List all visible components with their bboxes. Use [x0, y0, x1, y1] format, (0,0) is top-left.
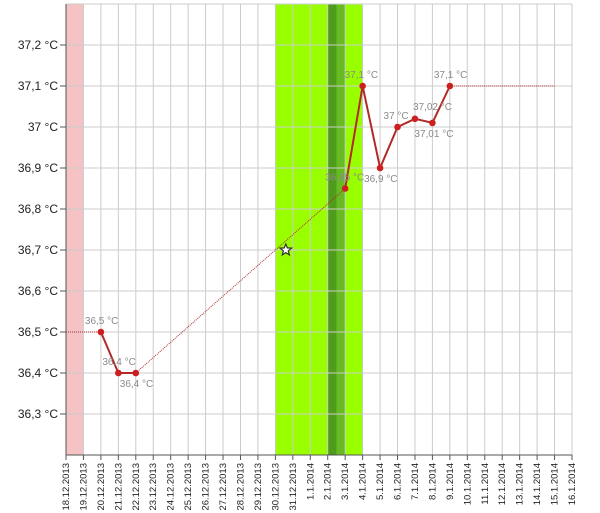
data-label: 37,01 °C [414, 129, 453, 140]
x-tick-label: 15.1.2014 [550, 463, 561, 505]
x-tick-label: 5.1.2014 [375, 463, 386, 500]
data-label: 37,1 °C [434, 70, 467, 81]
x-tick-label: 24.12.2013 [166, 463, 177, 511]
x-tick-label: 14.1.2014 [532, 463, 543, 505]
star-marker-icon [278, 242, 294, 257]
data-point [411, 115, 419, 123]
data-point [132, 369, 140, 377]
x-tick-label: 16.1.2014 [567, 463, 578, 505]
x-tick-label: 23.12.2013 [148, 463, 159, 511]
x-tick-label: 8.1.2014 [427, 463, 438, 500]
y-tick-label: 36,5 °C [18, 325, 58, 339]
x-tick-label: 6.1.2014 [393, 463, 404, 500]
x-tick-label: 22.12.2013 [131, 463, 142, 511]
x-tick-label: 7.1.2014 [410, 463, 421, 500]
x-tick-label: 19.12.2013 [78, 463, 89, 511]
data-point [115, 369, 122, 377]
x-tick-label: 31.12.2013 [288, 463, 299, 511]
data-point [376, 164, 384, 172]
x-tick-label: 9.1.2014 [445, 463, 456, 500]
data-point [446, 82, 454, 90]
x-tick-label: 2.1.2014 [323, 463, 334, 500]
x-tick-label: 21.12.2013 [113, 463, 124, 511]
data-label: 36,5 °C [85, 316, 118, 327]
y-tick-label: 37 °C [28, 120, 58, 134]
data-label: 36,9 °C [364, 174, 397, 185]
data-label: 36,4 °C [120, 379, 153, 390]
data-point [97, 328, 105, 336]
y-tick-label: 36,3 °C [18, 407, 58, 421]
x-tick-label: 29.12.2013 [253, 463, 264, 511]
data-label: 37 °C [384, 111, 409, 122]
data-point [429, 119, 436, 127]
x-tick-label: 4.1.2014 [358, 463, 369, 500]
band-3 [327, 4, 337, 455]
y-tick-label: 37,2 °C [18, 38, 58, 52]
interp-line-gap [135, 188, 346, 374]
data-label: 36,4 °C [102, 357, 135, 368]
x-tick-label: 12.1.2014 [497, 463, 508, 505]
data-point [341, 185, 349, 192]
y-tick-label: 36,7 °C [18, 243, 58, 257]
band-1 [275, 4, 363, 455]
x-tick-label: 28.12.2013 [235, 463, 246, 511]
y-tick-label: 36,9 °C [18, 161, 58, 175]
x-tick-label: 11.1.2014 [480, 463, 491, 505]
x-tick-label: 20.12.2013 [96, 463, 107, 511]
data-point [394, 123, 401, 131]
y-tick-label: 37,1 °C [18, 79, 58, 93]
x-tick-label: 13.1.2014 [515, 463, 526, 505]
y-tick-label: 36,4 °C [18, 366, 58, 380]
y-tick-label: 36,8 °C [18, 202, 58, 216]
data-label: 36,85 °C [325, 173, 364, 184]
x-tick-label: 27.12.2013 [218, 463, 229, 511]
x-tick-label: 30.12.2013 [270, 463, 281, 511]
x-tick-label: 18.12.2013 [61, 463, 72, 511]
x-tick-label: 10.1.2014 [462, 463, 473, 505]
x-tick-label: 1.1.2014 [305, 463, 316, 500]
x-tick-label: 3.1.2014 [340, 463, 351, 500]
band-0 [66, 4, 84, 455]
y-tick-label: 36,6 °C [18, 284, 58, 298]
x-tick-label: 25.12.2013 [183, 463, 194, 511]
x-tick-label: 26.12.2013 [201, 463, 212, 511]
data-label: 37,02 °C [413, 102, 452, 113]
data-label: 37,1 °C [345, 70, 378, 81]
data-point [359, 82, 366, 90]
